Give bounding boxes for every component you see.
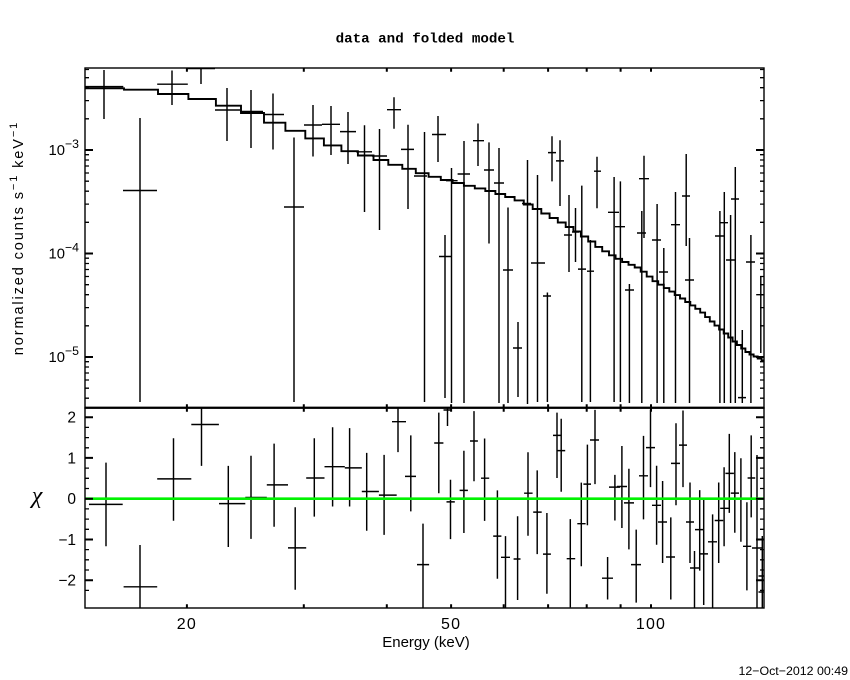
svg-text:100: 100 [636,616,666,633]
svg-text:χ: χ [30,483,44,509]
svg-text:−2: −2 [58,573,76,590]
svg-text:1: 1 [67,450,76,467]
svg-text:0: 0 [67,491,76,508]
svg-text:2: 2 [67,410,76,427]
svg-text:50: 50 [441,616,461,633]
svg-text:12−Oct−2012 00:49: 12−Oct−2012 00:49 [738,664,848,678]
svg-text:20: 20 [177,616,197,633]
svg-text:data and folded model: data and folded model [336,32,515,48]
svg-text:Energy (keV): Energy (keV) [382,634,470,651]
svg-text:normalized counts s−1 keV−1: normalized counts s−1 keV−1 [8,121,27,355]
svg-text:−1: −1 [58,532,76,549]
